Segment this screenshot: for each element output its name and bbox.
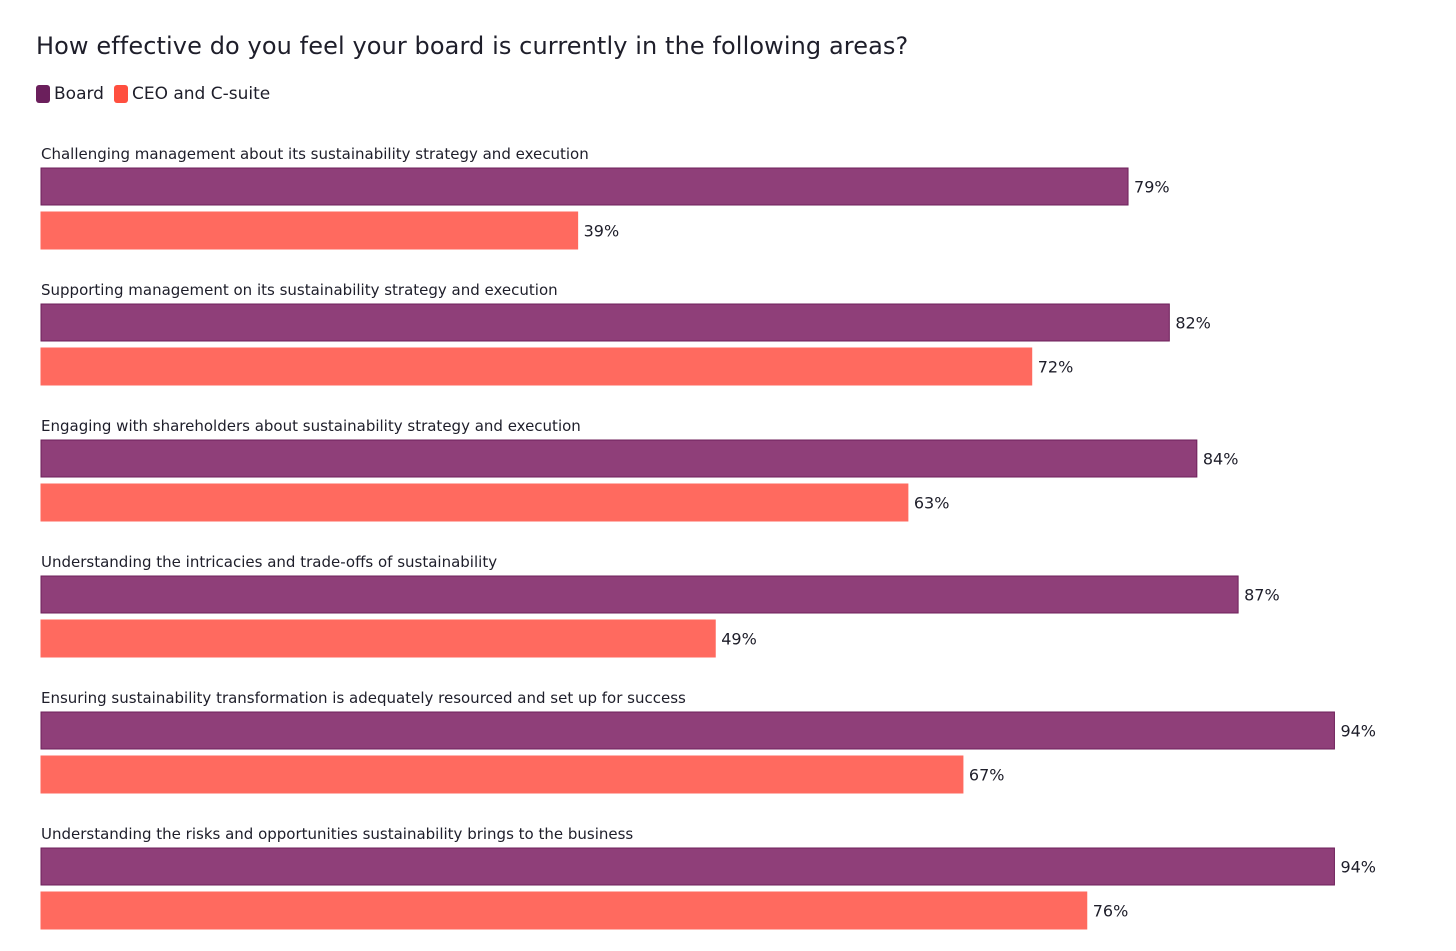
bar-ceo-and-c-suite[interactable] (40, 619, 716, 658)
value-label-ceo-and-c-suite: 63% (914, 494, 950, 513)
bar-ceo-and-c-suite[interactable] (40, 211, 579, 250)
category-group-6: Understanding the risks and opportunitie… (40, 825, 1376, 930)
value-label-ceo-and-c-suite: 72% (1038, 358, 1074, 377)
category-group-2: Supporting management on its sustainabil… (40, 281, 1211, 386)
bar-board[interactable] (40, 439, 1198, 478)
value-label-board: 87% (1244, 586, 1280, 605)
bar-ceo-and-c-suite[interactable] (40, 891, 1088, 930)
legend-swatch-ceo (113, 85, 128, 103)
bar-board[interactable] (40, 847, 1335, 886)
value-label-ceo-and-c-suite: 49% (721, 630, 757, 649)
bar-ceo-and-c-suite[interactable] (40, 755, 964, 794)
legend-label-board: Board (54, 84, 104, 104)
chart-title: How effective do you feel your board is … (36, 32, 909, 60)
legend: Board CEO and C-suite (36, 84, 280, 104)
category-label: Understanding the risks and opportunitie… (41, 825, 633, 843)
legend-item-ceo[interactable]: CEO and C-suite (113, 84, 271, 104)
bar-ceo-and-c-suite[interactable] (40, 347, 1033, 386)
category-group-5: Ensuring sustainability transformation i… (40, 689, 1376, 794)
value-label-board: 79% (1134, 178, 1170, 197)
legend-swatch-board (36, 85, 50, 103)
value-label-board: 84% (1203, 450, 1239, 469)
category-label: Ensuring sustainability transformation i… (41, 689, 686, 707)
category-label: Supporting management on its sustainabil… (41, 281, 558, 299)
bar-board[interactable] (40, 575, 1239, 614)
bar-board[interactable] (40, 303, 1170, 342)
bar-board[interactable] (40, 167, 1129, 206)
value-label-ceo-and-c-suite: 67% (969, 766, 1005, 785)
legend-label-ceo: CEO and C-suite (131, 84, 271, 104)
value-label-board: 82% (1175, 314, 1211, 333)
category-group-4: Understanding the intricacies and trade-… (40, 553, 1280, 658)
value-label-ceo-and-c-suite: 76% (1093, 902, 1129, 921)
category-label: Engaging with shareholders about sustain… (41, 417, 581, 435)
value-label-ceo-and-c-suite: 39% (584, 222, 620, 241)
category-label: Challenging management about its sustain… (41, 145, 589, 163)
value-label-board: 94% (1340, 858, 1376, 877)
bar-board[interactable] (40, 711, 1335, 750)
legend-item-board[interactable]: Board (36, 84, 104, 104)
value-label-board: 94% (1340, 722, 1376, 741)
bar-ceo-and-c-suite[interactable] (40, 483, 909, 522)
category-label: Understanding the intricacies and trade-… (41, 553, 497, 571)
category-group-1: Challenging management about its sustain… (40, 145, 1170, 250)
category-group-3: Engaging with shareholders about sustain… (40, 417, 1239, 522)
